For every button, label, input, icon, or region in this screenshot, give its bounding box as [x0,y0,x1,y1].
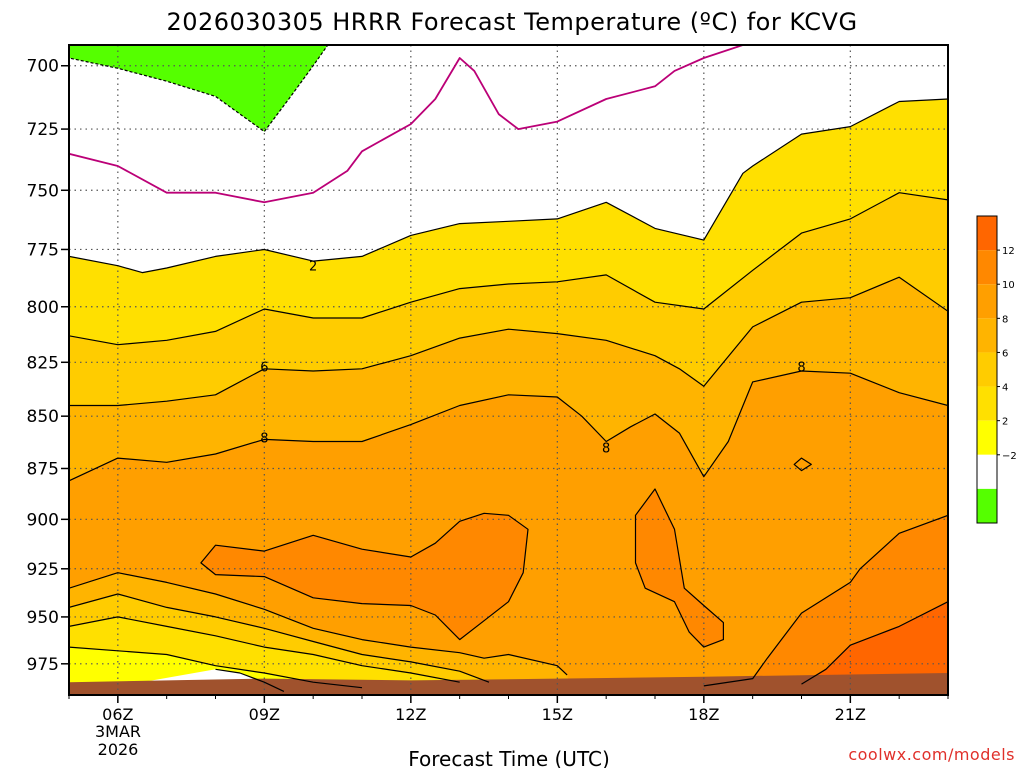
plot-layer: 2 6 8 8 8 [69,45,948,695]
credit-text: coolwx.com/models [848,745,1015,764]
y-tick-label-11: 975 [27,655,59,675]
x-tick-label-0: 06Z [102,705,133,724]
y-tick-label-8: 900 [27,510,59,530]
x-axis-label: Forecast Time (UTC) [408,747,610,768]
colorbar-swatch-0 [977,216,997,251]
contour-14 [69,646,363,689]
colorbar-swatch-2 [977,284,997,319]
y-tick-label-10: 950 [27,608,59,628]
x-tick-label-4: 18Z [688,705,719,724]
fill-region-13 [801,601,948,695]
colorbar-swatch-1 [977,250,997,285]
colorbar-label-4: 4 [1002,383,1008,394]
contour-7 [69,572,568,676]
contour-11 [801,601,948,685]
contour-label-3: 8 [602,442,610,457]
colorbar-swatch-3 [977,318,997,353]
y-tick-label-9: 925 [27,560,59,580]
x-tick-label-1: 09Z [249,705,280,724]
fill-region-14 [69,45,328,132]
x-tick-label-5: 21Z [835,705,866,724]
plot-area: 2 6 8 8 8 [68,44,949,696]
x-date-line-1: 3MAR [95,722,141,741]
colorbar-label-5: 2 [1002,417,1008,428]
colorbar-label-2: 8 [1002,314,1008,325]
contour-13 [69,616,460,683]
colorbar-label-0: 12 [1002,246,1015,257]
y-tick-label-2: 750 [27,181,59,201]
y-tick-label-7: 875 [27,459,59,479]
y-tick-label-0: 700 [27,57,59,77]
fill-region-11 [635,489,724,648]
y-tick-label-6: 850 [27,407,59,427]
colorbar-swatch-5 [977,386,997,421]
contour-label-2: 8 [260,431,268,446]
ground-surface [69,673,948,695]
y-tick-label-1: 725 [27,120,59,140]
colorbar-swatch-6 [977,420,997,455]
x-axis: 06Z 09Z 12Z 15Z 18Z 21Z [68,695,949,724]
colorbar-swatch-8 [977,488,997,523]
colorbar-label-3: 6 [1002,348,1008,359]
y-tick-label-5: 825 [27,353,59,373]
contour-10 [703,514,948,687]
chart-title: 2026030305 HRRR Forecast Temperature (ºC… [166,8,857,36]
x-date-line-2: 2026 [98,740,139,759]
colorbar-frame [976,215,998,524]
contour-3 [69,192,948,346]
fill-region-2 [69,192,948,406]
fill-region-1 [69,277,948,481]
y-axis: 700 725 750 775 800 825 850 875 900 925 950 975 [27,57,69,675]
contour-15 [215,668,285,692]
colorbar-label-1: 10 [1002,280,1015,291]
x-tick-label-3: 15Z [542,705,573,724]
colorbar-swatch-7 [977,454,997,489]
colorbar-swatch-4 [977,352,997,387]
contour-2 [69,98,948,274]
colorbar-label-6: −2 [1002,451,1017,462]
contour-label-1: 6 [260,361,268,376]
contour-8 [200,512,529,641]
contour-label-4: 8 [797,361,805,376]
contour-12 [69,593,490,683]
contour-4 [69,276,948,407]
contour-5 [69,370,948,482]
fill-region-9 [69,572,572,695]
x-tick-label-2: 12Z [395,705,426,724]
contour-label-0: 2 [309,260,317,275]
y-tick-label-3: 775 [27,240,59,260]
contour-6 [793,457,812,472]
contour-1 [69,45,744,204]
y-tick-label-4: 800 [27,298,59,318]
fill-region-10 [200,513,528,640]
contour-9 [634,488,725,648]
colorbar: 12 10 8 6 4 2 −2 [976,215,1017,524]
